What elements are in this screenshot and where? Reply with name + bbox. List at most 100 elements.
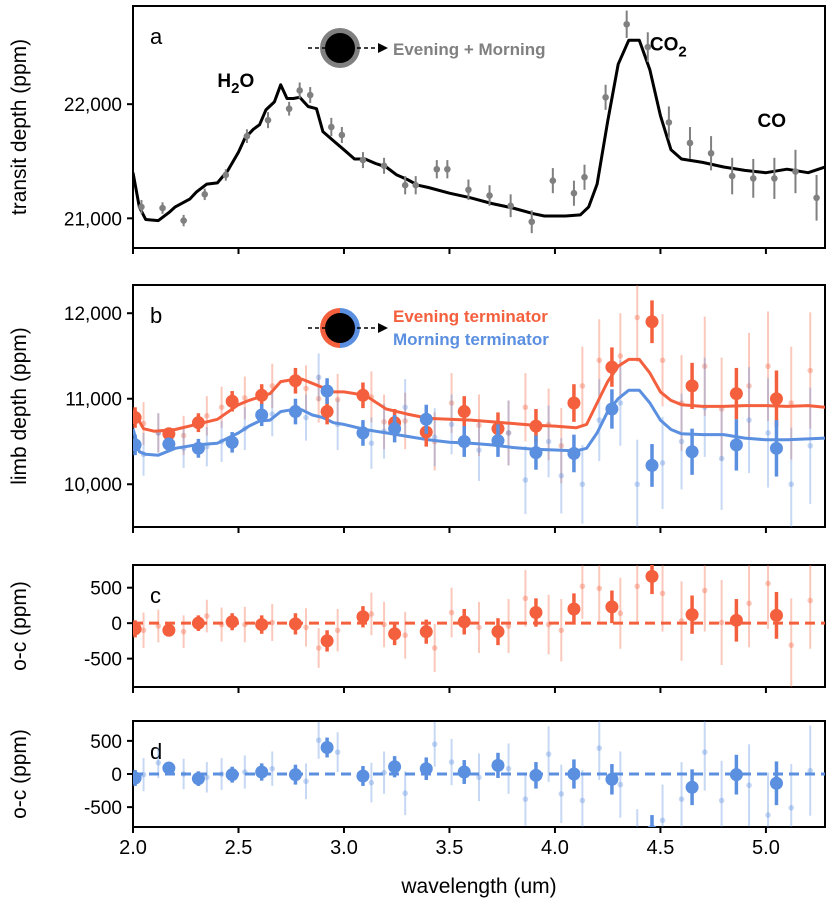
residual-point-unbinned bbox=[807, 767, 814, 774]
plot-area-b bbox=[133, 285, 825, 527]
residual-point-binned bbox=[191, 616, 205, 630]
limb-point-unbinned bbox=[402, 404, 408, 411]
panel-letter: c bbox=[150, 583, 161, 608]
annotation-subscript: 2 bbox=[678, 44, 686, 61]
residual-point-unbinned bbox=[242, 769, 248, 775]
panel-c: c o-c (ppm) -500 0 500 bbox=[8, 564, 826, 693]
transit-point bbox=[602, 94, 609, 101]
residual-point-unbinned bbox=[303, 624, 309, 631]
transit-point bbox=[380, 162, 388, 170]
y-tick-label: 21,000 bbox=[64, 209, 122, 230]
line-of-sight-arrow bbox=[378, 43, 388, 53]
limb-point-binned bbox=[645, 315, 659, 329]
legend-morning-label: Morning terminator bbox=[393, 330, 549, 349]
limb-point-unbinned bbox=[746, 417, 752, 423]
residual-point-unbinned bbox=[155, 759, 162, 766]
limb-point-unbinned bbox=[718, 455, 725, 462]
limb-point-binned bbox=[529, 419, 543, 433]
x-tick-label: 4.0 bbox=[541, 837, 569, 859]
limb-point-binned bbox=[288, 374, 302, 388]
annotation-tail: O bbox=[239, 71, 254, 92]
residual-point-unbinned bbox=[334, 627, 341, 634]
transit-point bbox=[180, 217, 187, 224]
transit-point bbox=[338, 131, 346, 139]
residual-point-unbinned bbox=[522, 595, 529, 602]
residual-point-unbinned bbox=[659, 590, 666, 597]
limb-point-binned bbox=[567, 396, 581, 410]
y-tick-label: -500 bbox=[84, 798, 122, 819]
residual-point-binned bbox=[529, 768, 543, 782]
limb-point-binned bbox=[162, 437, 176, 451]
residual-point-binned bbox=[356, 610, 370, 624]
residual-point-binned bbox=[729, 768, 743, 782]
residual-point-unbinned bbox=[334, 749, 341, 755]
residual-point-binned bbox=[529, 606, 543, 620]
residual-point-binned bbox=[255, 765, 269, 779]
residual-point-unbinned bbox=[659, 817, 666, 824]
residual-point-binned bbox=[567, 602, 581, 616]
residual-point-unbinned bbox=[596, 745, 603, 751]
limb-point-unbinned bbox=[448, 421, 455, 428]
residual-point-unbinned bbox=[701, 749, 708, 755]
limb-point-unbinned bbox=[204, 413, 210, 419]
limb-point-binned bbox=[288, 405, 302, 419]
residual-point-unbinned bbox=[315, 737, 322, 744]
residual-point-unbinned bbox=[718, 619, 725, 626]
residual-point-unbinned bbox=[522, 796, 529, 802]
y-tick-label: 500 bbox=[90, 732, 122, 753]
plot-area-c bbox=[133, 565, 825, 687]
limb-point-binned bbox=[320, 405, 334, 419]
residual-point-unbinned bbox=[746, 600, 752, 607]
transit-point bbox=[749, 175, 757, 182]
x-tick-label: 5.0 bbox=[752, 837, 780, 859]
limb-point-unbinned bbox=[242, 395, 248, 401]
transit-point bbox=[296, 87, 303, 94]
molecule-annotation: CO bbox=[757, 111, 786, 132]
residual-point-binned bbox=[225, 615, 239, 629]
y-tick-label: 500 bbox=[90, 579, 122, 600]
residual-point-unbinned bbox=[788, 642, 795, 648]
residual-point-unbinned bbox=[718, 797, 725, 804]
transit-point bbox=[264, 116, 272, 124]
residual-point-unbinned bbox=[678, 618, 685, 624]
annotation-subscript: 2 bbox=[231, 80, 239, 97]
limb-point-binned bbox=[191, 441, 205, 455]
limb-point-binned bbox=[769, 392, 783, 406]
limb-point-unbinned bbox=[678, 438, 685, 445]
y-tick-label: 0 bbox=[111, 765, 122, 786]
limb-point-unbinned bbox=[180, 432, 187, 439]
transit-point bbox=[728, 172, 736, 180]
residual-point-binned bbox=[320, 634, 334, 648]
residual-point-binned bbox=[685, 780, 699, 794]
residual-point-unbinned bbox=[476, 774, 482, 781]
x-tick-label: 2.0 bbox=[119, 837, 147, 859]
residual-point-unbinned bbox=[402, 632, 408, 639]
transit-point bbox=[623, 20, 630, 28]
x-tick-label: 2.5 bbox=[225, 837, 253, 859]
residual-point-unbinned bbox=[204, 613, 210, 619]
residual-point-unbinned bbox=[218, 771, 225, 777]
residual-point-unbinned bbox=[381, 621, 387, 628]
transit-point bbox=[306, 91, 314, 99]
transit-point bbox=[507, 202, 514, 210]
transit-point bbox=[771, 175, 778, 182]
residual-point-binned bbox=[255, 618, 269, 632]
residual-point-unbinned bbox=[558, 627, 565, 634]
limb-point-binned bbox=[133, 438, 142, 452]
limb-point-unbinned bbox=[545, 438, 552, 445]
limb-point-binned bbox=[225, 394, 239, 408]
panel-letter: a bbox=[150, 24, 163, 49]
residual-point-binned bbox=[491, 758, 505, 772]
residual-point-unbinned bbox=[269, 619, 276, 626]
limb-point-unbinned bbox=[381, 419, 387, 425]
residual-point-binned bbox=[419, 762, 433, 776]
limb-point-unbinned bbox=[765, 363, 771, 370]
transit-point bbox=[707, 149, 715, 157]
residual-point-unbinned bbox=[448, 609, 455, 616]
molecule-annotation: CO2 bbox=[650, 35, 687, 61]
residual-point-binned bbox=[320, 741, 334, 754]
panel-a: a transit depth (ppm) 21,000 22,000 Evening … bbox=[8, 5, 826, 254]
limb-point-unbinned bbox=[402, 418, 408, 424]
residual-point-binned bbox=[288, 768, 302, 782]
limb-point-unbinned bbox=[634, 314, 641, 321]
